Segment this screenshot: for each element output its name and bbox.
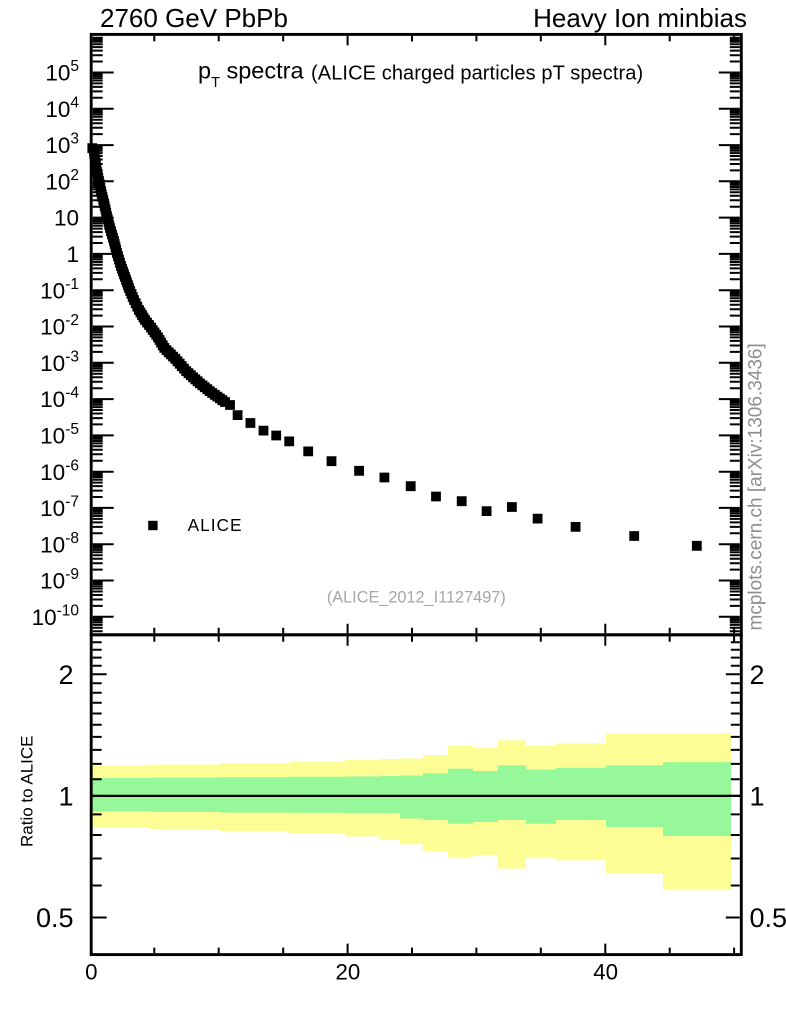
- svg-text:ALICE: ALICE: [188, 515, 243, 535]
- svg-text:1: 1: [66, 242, 79, 267]
- svg-text:0: 0: [85, 960, 97, 985]
- svg-text:Ratio to ALICE: Ratio to ALICE: [18, 735, 37, 847]
- svg-text:10-2: 10-2: [40, 312, 79, 340]
- svg-text:mcplots.cern.ch [arXiv:1306.34: mcplots.cern.ch [arXiv:1306.3436]: [746, 343, 767, 630]
- svg-text:2: 2: [750, 660, 765, 690]
- svg-text:0.5: 0.5: [36, 903, 74, 933]
- svg-text:10-1: 10-1: [40, 276, 79, 304]
- svg-text:10-3: 10-3: [40, 348, 79, 376]
- svg-text:40: 40: [593, 960, 618, 985]
- svg-text:10: 10: [54, 206, 79, 231]
- svg-text:0.5: 0.5: [750, 903, 786, 933]
- svg-text:(ALICE_2012_I1127497): (ALICE_2012_I1127497): [327, 589, 506, 607]
- svg-text:2: 2: [58, 660, 73, 690]
- svg-text:1: 1: [750, 782, 765, 812]
- svg-text:1: 1: [58, 782, 73, 812]
- svg-text:2760 GeV PbPb: 2760 GeV PbPb: [100, 3, 288, 33]
- svg-text:Heavy Ion minbias: Heavy Ion minbias: [533, 3, 747, 33]
- svg-text:10-8: 10-8: [40, 530, 79, 558]
- svg-text:(ALICE charged particles pT sp: (ALICE charged particles pT spectra): [311, 62, 643, 84]
- svg-text:20: 20: [335, 960, 360, 985]
